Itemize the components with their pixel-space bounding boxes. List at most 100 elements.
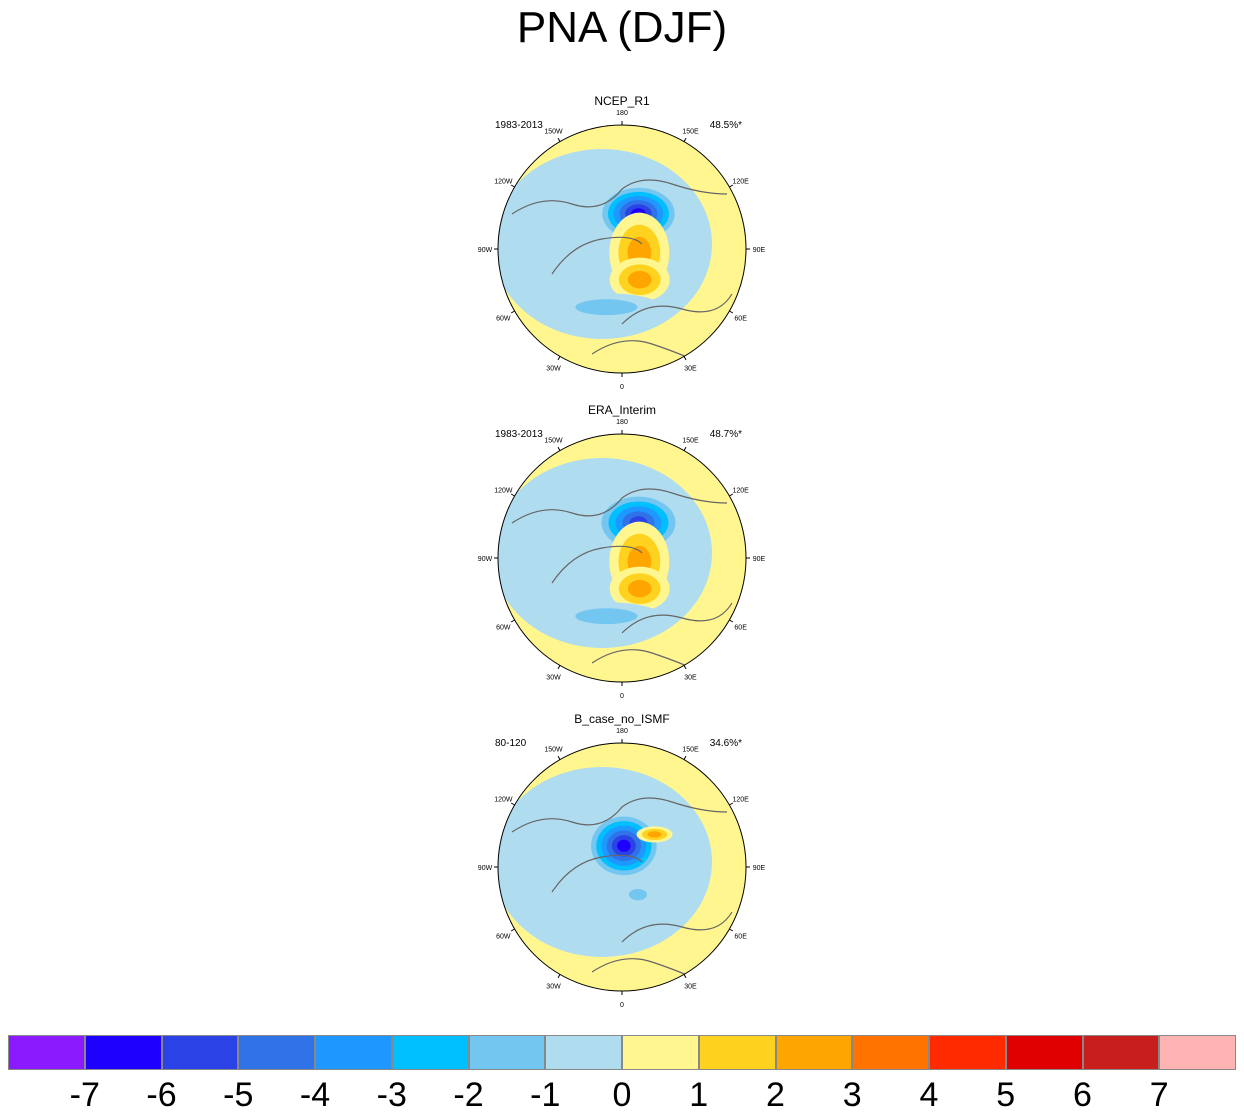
lon-label: 30W bbox=[546, 984, 561, 991]
polar-map: 180 150E 120E 90E 60E 30E 0 30W 60W 90W 120W 150W bbox=[478, 728, 766, 1009]
lon-tick bbox=[683, 974, 687, 979]
contour-level bbox=[647, 831, 662, 838]
lon-tick bbox=[729, 619, 734, 623]
contour-level bbox=[575, 299, 638, 316]
lon-label: 150E bbox=[682, 437, 699, 444]
panel-variance: 48.7%* bbox=[709, 429, 742, 440]
lon-tick bbox=[557, 446, 561, 451]
coastline bbox=[511, 179, 728, 215]
lon-label: 120E bbox=[732, 797, 749, 804]
lon-label: 90E bbox=[753, 247, 766, 254]
colorbar-swatch bbox=[1005, 1035, 1083, 1070]
lon-label: 60E bbox=[734, 316, 747, 323]
lon-label: 150W bbox=[544, 746, 563, 753]
panel-period: 1983-2013 bbox=[495, 429, 543, 440]
map-panel-1: NCEP_R1 1983-2013 48.5%* 180 150E 120E 90E 6… bbox=[472, 94, 772, 394]
map-panel-3: B_case_no_ISMF 80-120 34.6%* 180 150E 120E… bbox=[472, 712, 772, 1012]
lon-label: 120W bbox=[494, 797, 513, 804]
lon-tick bbox=[729, 928, 734, 932]
panel-title: ERA_Interim bbox=[587, 403, 657, 417]
lon-label: 120E bbox=[732, 488, 749, 495]
colorbar-swatch bbox=[238, 1035, 315, 1070]
panel-variance: 48.5%* bbox=[709, 120, 742, 131]
colorbar-swatch bbox=[1159, 1035, 1236, 1070]
polar-map: 180 150E 120E 90E 60E 30E 0 30W 60W 90W 120W 150W bbox=[478, 419, 766, 700]
panel-period: 80-120 bbox=[495, 738, 527, 749]
colorbar bbox=[8, 1035, 1236, 1070]
contour-level bbox=[627, 580, 652, 598]
colorbar-tick-label: 0 bbox=[612, 1076, 632, 1114]
lon-tick bbox=[729, 184, 734, 188]
colorbar-tick-label: 1 bbox=[689, 1076, 709, 1114]
colorbar-tick-label: 7 bbox=[1149, 1076, 1169, 1114]
lon-label: 120E bbox=[732, 179, 749, 186]
lon-label: 90E bbox=[753, 556, 766, 563]
contour-level bbox=[628, 888, 647, 901]
panel-variance: 34.6%* bbox=[709, 738, 742, 749]
colorbar-tick-label: 3 bbox=[842, 1076, 862, 1114]
lon-label: 60E bbox=[734, 934, 747, 941]
lon-tick bbox=[510, 928, 515, 932]
lon-label: 150E bbox=[682, 128, 699, 135]
colorbar-tick-label: -3 bbox=[376, 1076, 407, 1114]
lon-label: 120W bbox=[494, 179, 513, 186]
colorbar-tick-label: -6 bbox=[146, 1076, 177, 1114]
lon-tick bbox=[557, 665, 561, 670]
coastline bbox=[621, 293, 733, 325]
colorbar-swatch bbox=[161, 1035, 239, 1070]
coastline bbox=[551, 854, 643, 893]
coastline bbox=[621, 602, 733, 634]
lon-tick bbox=[557, 356, 561, 361]
lon-label: 0 bbox=[620, 1002, 624, 1009]
lon-tick bbox=[510, 619, 515, 623]
contour-level bbox=[627, 271, 652, 289]
colorbar-swatch bbox=[315, 1035, 392, 1070]
lon-label: 30W bbox=[546, 675, 561, 682]
colorbar-swatch bbox=[698, 1035, 776, 1070]
lon-label: 30E bbox=[684, 366, 697, 373]
lon-tick bbox=[683, 446, 687, 451]
lon-label: 120W bbox=[494, 488, 513, 495]
coastline bbox=[551, 545, 643, 584]
colorbar-tick-label: -5 bbox=[223, 1076, 254, 1114]
colorbar-swatch bbox=[8, 1035, 85, 1070]
lon-tick bbox=[683, 137, 687, 142]
lon-label: 180 bbox=[616, 728, 628, 735]
colorbar-tick-label: 5 bbox=[996, 1076, 1016, 1114]
lon-label: 30E bbox=[684, 984, 697, 991]
colorbar-swatch bbox=[1082, 1035, 1160, 1070]
coastline bbox=[511, 797, 728, 833]
lon-label: 60W bbox=[496, 625, 511, 632]
coastline bbox=[621, 911, 733, 943]
lon-tick bbox=[557, 137, 561, 142]
colorbar-swatch bbox=[391, 1035, 469, 1070]
lon-label: 0 bbox=[620, 384, 624, 391]
lon-tick bbox=[729, 310, 734, 314]
lon-tick bbox=[510, 802, 515, 806]
lon-tick bbox=[510, 493, 515, 497]
lon-tick bbox=[683, 755, 687, 760]
colorbar-tick-label: -2 bbox=[453, 1076, 484, 1114]
colorbar-swatch bbox=[622, 1035, 699, 1070]
contour-level bbox=[617, 839, 631, 852]
colorbar-swatch bbox=[852, 1035, 929, 1070]
colorbar-tick-label: 2 bbox=[766, 1076, 785, 1114]
colorbar-swatch bbox=[84, 1035, 162, 1070]
colorbar-tick-label: -1 bbox=[530, 1076, 561, 1114]
panel-period: 1983-2013 bbox=[495, 120, 543, 131]
lon-tick bbox=[683, 665, 687, 670]
panel-title: B_case_no_ISMF bbox=[574, 712, 670, 726]
lon-tick bbox=[510, 310, 515, 314]
lon-label: 60W bbox=[496, 934, 511, 941]
lon-label: 90W bbox=[478, 247, 493, 254]
lon-tick bbox=[729, 802, 734, 806]
lon-label: 150W bbox=[544, 437, 563, 444]
colorbar-swatch bbox=[545, 1035, 622, 1070]
coastline bbox=[551, 236, 643, 275]
lon-label: 60W bbox=[496, 316, 511, 323]
lon-label: 150W bbox=[544, 128, 563, 135]
polar-map: 180 150E 120E 90E 60E 30E 0 30W 60W 90W 120W 150W bbox=[478, 110, 766, 391]
colorbar-tick-label: 4 bbox=[919, 1076, 939, 1114]
map-panel-2: ERA_Interim 1983-2013 48.7%* 180 150E 120E… bbox=[472, 403, 772, 703]
lon-label: 150E bbox=[682, 746, 699, 753]
